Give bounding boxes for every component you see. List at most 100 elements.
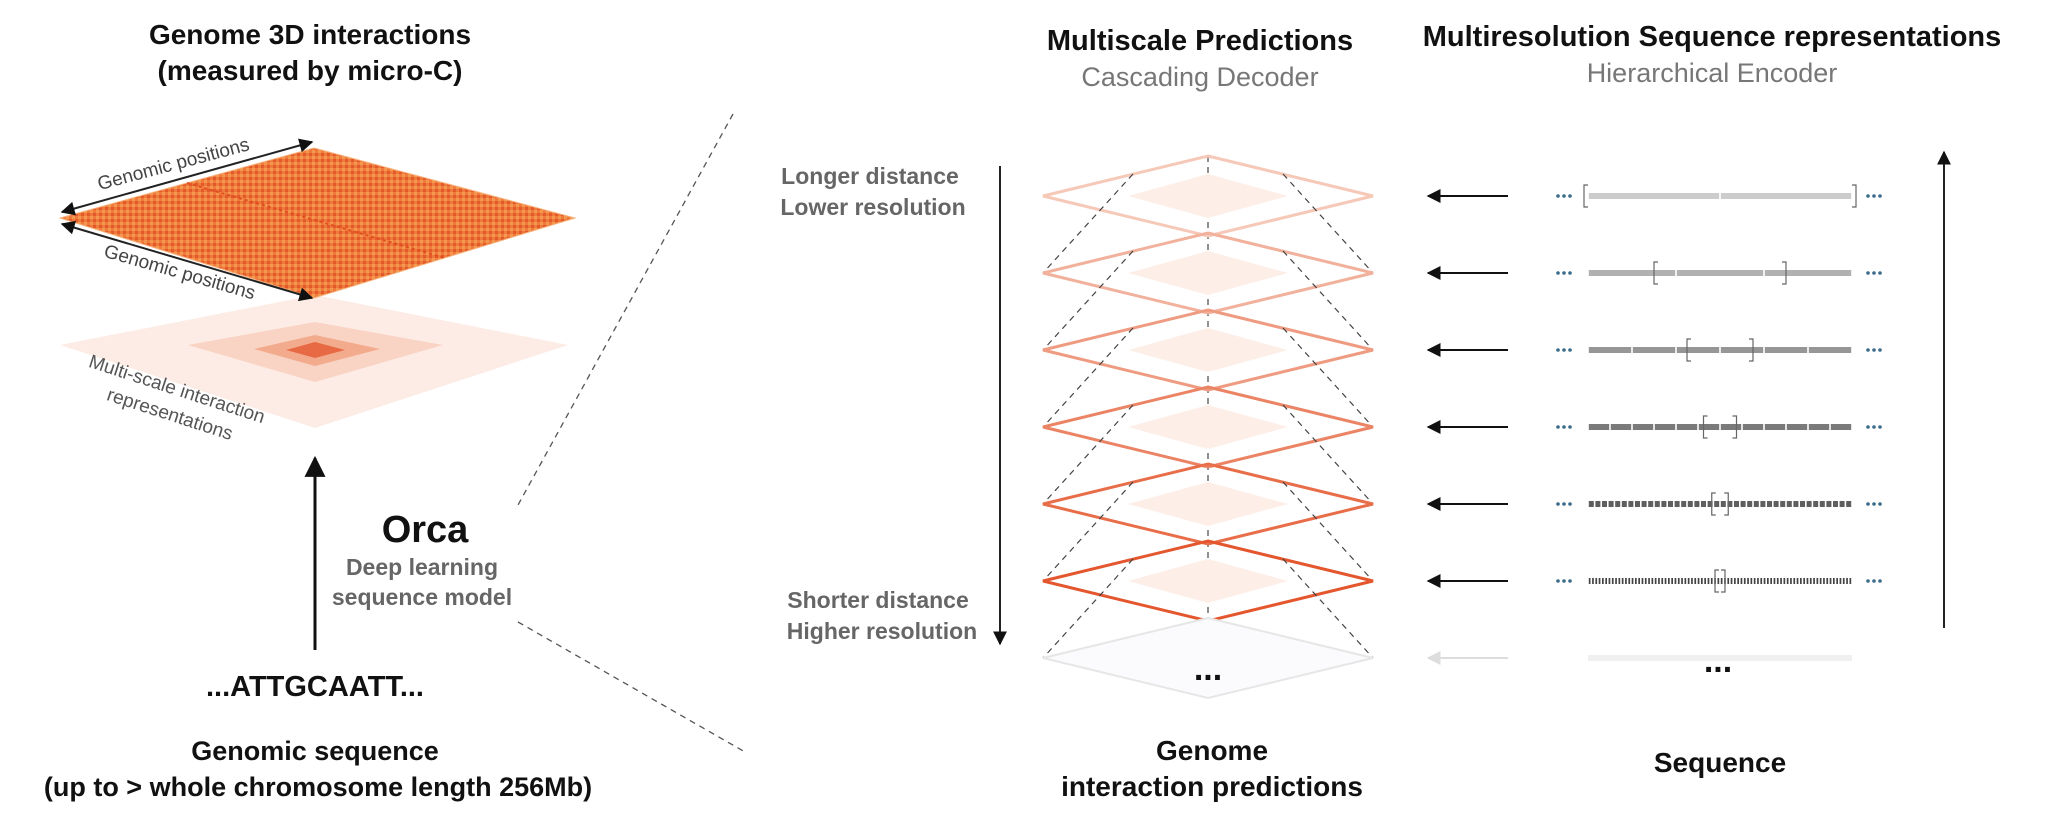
prediction-layer-1	[1042, 154, 1374, 238]
bracket-left-5	[1711, 492, 1716, 516]
track-seg-6-66	[1806, 578, 1809, 584]
right-bottom-label: Sequence	[1654, 747, 1786, 778]
model-desc-line1: Deep learning	[346, 554, 498, 580]
track-seg-4-1	[1610, 424, 1632, 430]
track-seg-5-3	[1608, 501, 1614, 507]
track-seg-6-68	[1813, 578, 1815, 584]
track-seg-6-49	[1750, 578, 1753, 584]
track-seg-6-50	[1753, 578, 1756, 584]
track-dot-3-5	[1878, 348, 1882, 352]
prediction-layer-3	[1042, 308, 1374, 392]
track-seg-5-1	[1595, 501, 1601, 507]
track-seg-6-53	[1763, 578, 1766, 584]
track-seg-6-43	[1730, 578, 1733, 584]
track-dot-2-1	[1562, 271, 1566, 275]
axis-arrow-top	[60, 138, 314, 216]
track-dot-4-3	[1866, 425, 1870, 429]
track-seg-6-72	[1826, 578, 1829, 584]
track-dot-3-1	[1562, 348, 1566, 352]
right-title: Multiresolution Sequence representations	[1423, 21, 2002, 53]
bracket-left-2	[1653, 261, 1658, 285]
right-ellipsis: ...	[1704, 642, 1732, 680]
track-seg-6-79	[1849, 578, 1852, 584]
track-seg-5-36	[1826, 501, 1832, 507]
track-seg-6-52	[1760, 578, 1763, 584]
track-seg-6-23	[1664, 578, 1667, 584]
track-seg-5-17	[1701, 501, 1706, 507]
track-seg-3-5	[1808, 347, 1852, 353]
track-seg-5-25	[1753, 501, 1759, 507]
track-dot-1-3	[1866, 194, 1870, 198]
track-dot-6-2	[1568, 579, 1572, 583]
track-seg-6-15	[1638, 578, 1640, 584]
bracket-right-6	[1721, 569, 1726, 593]
track-seg-6-0	[1588, 578, 1591, 584]
track-seg-6-24	[1668, 578, 1670, 584]
zoom-line-bottom	[517, 621, 746, 753]
track-seg-3-0	[1588, 347, 1632, 353]
track-seg-5-31	[1793, 501, 1799, 507]
track-seg-5-15	[1687, 501, 1693, 507]
track-dot-1-2	[1568, 194, 1572, 198]
track-dot-3-2	[1568, 348, 1572, 352]
track-seg-6-62	[1793, 578, 1796, 584]
track-seg-5-6	[1628, 501, 1634, 507]
track-seg-6-63	[1796, 578, 1799, 584]
track-seg-6-60	[1786, 578, 1789, 584]
track-seg-6-61	[1790, 578, 1792, 584]
track-seg-6-40	[1720, 578, 1723, 584]
scale-layer-core	[286, 342, 345, 358]
track-seg-6-51	[1757, 578, 1759, 584]
track-dot-4-1	[1562, 425, 1566, 429]
track-seg-6-33	[1697, 578, 1700, 584]
track-seg-4-3	[1654, 424, 1676, 430]
track-dot-4-2	[1568, 425, 1572, 429]
track-seg-6-45	[1737, 578, 1739, 584]
bracket-right-2	[1782, 261, 1787, 285]
track-seg-5-34	[1813, 501, 1819, 507]
track-seg-3-2	[1676, 347, 1720, 353]
track-seg-6-39	[1717, 578, 1720, 584]
bracket-right-4	[1732, 415, 1738, 439]
track-seg-6-5	[1605, 578, 1607, 584]
track-seg-6-42	[1727, 578, 1730, 584]
track-seg-5-21	[1727, 501, 1733, 507]
right-subtitle: Hierarchical Encoder	[1587, 58, 1838, 88]
track-seg-5-2	[1602, 501, 1607, 507]
bracket-right-1	[1852, 184, 1857, 208]
track-seg-5-39	[1846, 501, 1852, 507]
track-dot-5-4	[1872, 502, 1876, 506]
track-seg-5-30	[1786, 501, 1792, 507]
track-dot-6-3	[1866, 579, 1870, 583]
track-dot-1-4	[1872, 194, 1876, 198]
track-seg-6-3	[1598, 578, 1601, 584]
track-seg-4-5	[1698, 424, 1720, 430]
bracket-left-3	[1686, 338, 1691, 362]
track-seg-5-32	[1800, 501, 1805, 507]
sequence-text: ...ATTGCAATT...	[206, 671, 424, 703]
track-seg-6-77	[1842, 578, 1845, 584]
track-seg-6-47	[1743, 578, 1746, 584]
track-seg-5-28	[1773, 501, 1779, 507]
track-seg-6-18	[1648, 578, 1650, 584]
prediction-layer-4	[1042, 385, 1374, 469]
track-seg-5-26	[1760, 501, 1766, 507]
track-dot-6-1	[1562, 579, 1566, 583]
track-seg-6-28	[1681, 578, 1683, 584]
track-seg-6-16	[1641, 578, 1644, 584]
track-dot-1-0	[1556, 194, 1560, 198]
prediction-layer-2	[1042, 231, 1374, 315]
middle-title: Multiscale Predictions	[1047, 25, 1353, 57]
track-dot-6-0	[1556, 579, 1560, 583]
track-seg-6-9	[1618, 578, 1621, 584]
track-dot-5-5	[1878, 502, 1882, 506]
connector-left-4	[1042, 404, 1134, 505]
track-seg-4-9	[1786, 424, 1808, 430]
track-seg-6-7	[1611, 578, 1614, 584]
track-seg-6-13	[1631, 578, 1634, 584]
track-dot-1-5	[1878, 194, 1882, 198]
track-seg-5-12	[1668, 501, 1673, 507]
track-seg-5-33	[1806, 501, 1812, 507]
track-dot-2-5	[1878, 271, 1882, 275]
track-seg-6-37	[1710, 578, 1713, 584]
